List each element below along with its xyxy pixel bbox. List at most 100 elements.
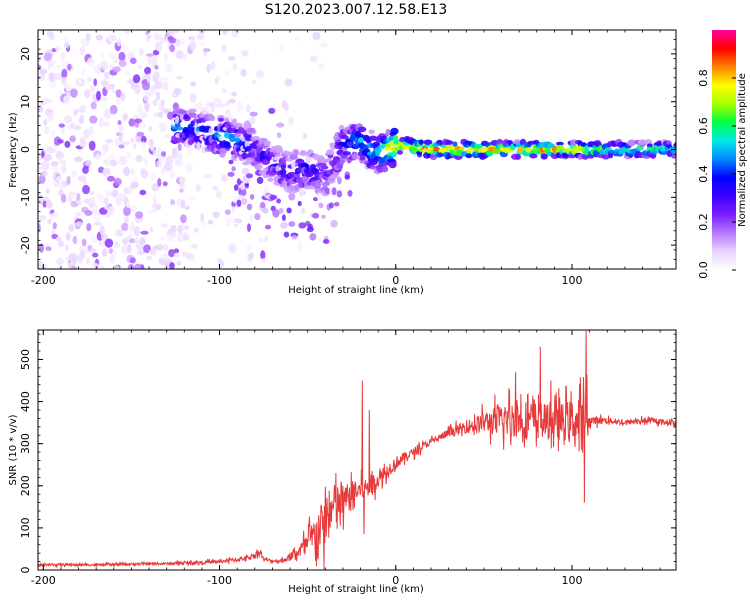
spectrogram-cell [232,62,238,71]
spectrogram-cell [281,214,286,221]
y-tick-label: 500 [19,349,32,370]
spectrogram-cell [79,104,87,114]
spectrogram-cell [130,204,137,214]
spectrogram-cell [153,112,159,118]
spectrogram-cell [42,200,47,208]
colorbar-tick-label: 0.0 [697,261,710,279]
colorbar-tick-label: 0.2 [697,213,710,231]
spectrogram-cell [316,236,322,242]
spectrogram-y-label: Frequency (Hz) [8,112,19,188]
spectrogram-cell [185,146,193,156]
spectrogram-cell [200,41,205,47]
spectrogram-cell [251,79,257,85]
spectrogram-cell [666,144,673,149]
spectrogram-cell [161,151,167,157]
spectrogram-cell [48,72,56,82]
spectrogram-cell [115,229,124,237]
spectrogram-cell [130,168,135,176]
spectrogram-cell [241,190,247,196]
spectrogram-cell [79,114,85,121]
spectrogram-cell [239,182,246,191]
spectrogram-cell [80,249,86,260]
spectrogram-cell [95,153,101,161]
spectrogram-cell [344,174,351,180]
spectrogram-cell [125,201,131,209]
spectrogram-cell [200,221,208,228]
spectrogram-cell [158,122,168,133]
spectrogram-cell [109,104,118,115]
spectrogram-cell [178,109,187,115]
spectrogram-cell [189,253,195,262]
spectrogram-cell [92,204,99,214]
spectrogram-cell [390,146,398,152]
spectrogram-cell [173,88,182,96]
spectrogram-cell [445,144,454,151]
spectrogram-cell [99,225,106,233]
spectrogram-cell [89,85,96,93]
spectrogram-cell [137,250,145,256]
spectrogram-cell [245,104,251,113]
spectrogram-cell [297,200,302,207]
spectrogram-cell [87,76,93,82]
spectrogram-cell [163,134,170,139]
spectrogram-cell [225,100,230,107]
spectrogram-cell [107,175,115,182]
spectrogram-cell [45,200,53,209]
spectrogram-cell [276,132,282,138]
spectrogram-cell [642,150,648,157]
spectrogram-cell [556,141,564,146]
spectrogram-cell [392,135,399,140]
spectrogram-cell [283,231,290,238]
spectrogram-cell [224,108,231,118]
spectrogram-cell [222,30,228,36]
spectrogram-cell [347,190,353,197]
spectrogram-cell [118,193,127,201]
spectrogram-cell [94,221,102,226]
spectrogram-cell [196,34,205,40]
spectrogram-cell [465,153,473,159]
spectrogram-cell [155,204,162,211]
spectrogram-cell [74,212,82,217]
spectrogram-cell [156,243,164,251]
spectrogram-cell [133,175,139,182]
spectrogram-cell [140,264,145,269]
spectrogram-cell [309,55,318,63]
spectrogram-cell [187,139,194,146]
spectrogram-cell [123,166,130,176]
spectrogram-cell [104,84,112,91]
spectrogram-cell [179,188,184,193]
spectrogram-cell [144,91,153,97]
spectrogram-cell [79,139,87,148]
spectrogram-cell [223,141,231,148]
spectrogram-cell [63,41,70,49]
spectrogram-cell [130,221,135,231]
spectrogram-cell [207,219,214,225]
spectrogram-cell [135,137,143,143]
spectrogram-cell [63,95,71,105]
spectrogram-cell [298,243,303,251]
spectrogram-cell [39,215,47,222]
spectrogram-cell [183,233,190,241]
spectrogram-cell [69,135,76,143]
spectrogram-cell [276,122,285,128]
spectrogram-cell [292,149,300,156]
y-tick-label: 400 [19,391,32,412]
spectrogram-cell [39,103,44,113]
spectrogram-cell [174,137,181,144]
spectrogram-cell [303,133,307,139]
spectrogram-cell [137,104,144,114]
spectrogram-cell [191,244,198,249]
y-tick-label: -20 [19,236,32,254]
spectrogram-cell [75,221,83,227]
spectrogram-cell [149,226,154,233]
x-tick-label: -200 [31,574,56,587]
spectrogram-cell [224,209,231,216]
spectrogram-cell [44,153,52,162]
spectrogram-cell [39,72,45,81]
spectrogram-cell [246,203,253,211]
spectrogram-cell [64,140,71,148]
x-tick-label: -100 [207,574,232,587]
spectrogram-cell [298,187,305,198]
spectrogram-cell [221,44,227,52]
spectrogram-cell [129,257,136,264]
